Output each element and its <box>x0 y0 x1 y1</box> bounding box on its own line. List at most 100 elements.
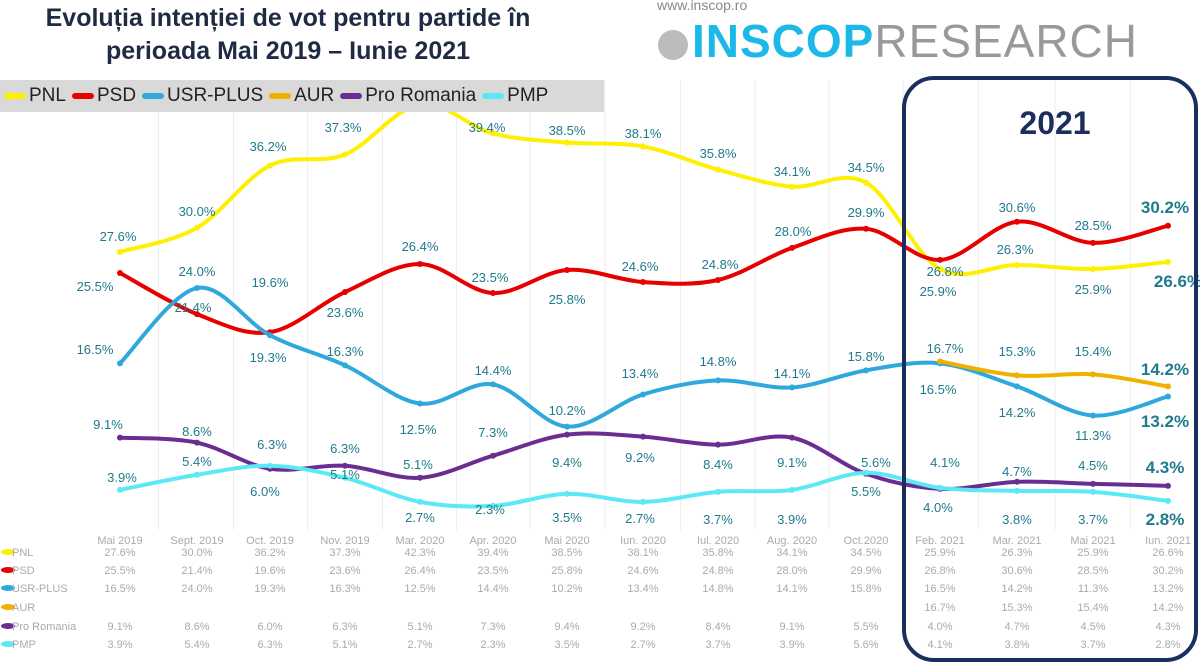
data-label: 29.9% <box>848 205 885 220</box>
table-cell: 38.5% <box>551 547 582 559</box>
data-label: 6.3% <box>330 441 360 456</box>
logo-brand-a: INSCOP <box>692 15 875 67</box>
table-cell: 14.4% <box>477 583 508 595</box>
data-label: 35.8% <box>700 146 737 161</box>
table-cell: 13.2% <box>1152 583 1183 595</box>
table-cell: 19.3% <box>254 583 285 595</box>
table-cell: 6.0% <box>257 621 282 633</box>
data-point <box>1090 488 1096 495</box>
table-cell: 12.5% <box>404 583 435 595</box>
data-point <box>267 162 273 169</box>
data-label: 23.6% <box>327 305 364 320</box>
table-cell: 28.0% <box>776 565 807 577</box>
data-label: 4.7% <box>1002 464 1032 479</box>
table-cell: 2.3% <box>480 639 505 651</box>
data-point <box>1165 383 1171 390</box>
table-cell: 42.3% <box>404 547 435 559</box>
data-label: 25.5% <box>77 279 114 294</box>
data-label: 27.6% <box>100 229 137 244</box>
table-cell: 9.2% <box>630 621 655 633</box>
data-point <box>194 285 200 292</box>
table-cell: 9.1% <box>779 621 804 633</box>
table-row-label: PSD <box>12 565 35 577</box>
table-cell: 2.8% <box>1155 639 1180 651</box>
data-label: 24.8% <box>702 257 739 272</box>
data-label: 16.5% <box>920 382 957 397</box>
table-cell: 23.5% <box>477 565 508 577</box>
data-point <box>342 362 348 369</box>
data-label: 6.0% <box>250 484 280 499</box>
data-point <box>937 484 943 491</box>
table-cell: 26.6% <box>1152 547 1183 559</box>
data-label: 14.8% <box>700 354 737 369</box>
data-point <box>789 183 795 190</box>
data-point <box>1165 482 1171 489</box>
table-cell: 25.9% <box>924 547 955 559</box>
data-point <box>417 260 423 267</box>
table-row-label: PMP <box>12 639 36 651</box>
data-point <box>640 433 646 440</box>
data-label: 30.2% <box>1141 198 1189 217</box>
data-point <box>863 367 869 374</box>
data-point <box>490 502 496 509</box>
data-point <box>715 441 721 448</box>
table-cell: 16.5% <box>104 583 135 595</box>
data-label: 16.7% <box>927 341 964 356</box>
table-cell: 3.9% <box>779 639 804 651</box>
table-cell: 30.2% <box>1152 565 1183 577</box>
data-label: 5.4% <box>182 454 212 469</box>
table-cell: 10.2% <box>551 583 582 595</box>
data-label: 5.5% <box>851 484 881 499</box>
data-label: 37.3% <box>325 120 362 135</box>
data-point <box>417 474 423 481</box>
table-cell: 4.5% <box>1080 621 1105 633</box>
table-cell: 25.5% <box>104 565 135 577</box>
table-cell: 5.1% <box>407 621 432 633</box>
data-label: 24.6% <box>622 259 659 274</box>
data-label: 25.8% <box>549 292 586 307</box>
table-cell: 39.4% <box>477 547 508 559</box>
data-label: 26.4% <box>402 239 439 254</box>
legend-label: PMP <box>507 85 549 106</box>
table-row: AUR 16.7% 15.3% 15.4% 14.2% <box>1 602 1184 614</box>
table-cell: 6.3% <box>332 621 357 633</box>
legend-label: AUR <box>294 85 335 106</box>
data-label: 5.1% <box>403 457 433 472</box>
data-label: 2.8% <box>1146 510 1185 529</box>
data-label: 3.7% <box>703 512 733 527</box>
table-row-swatch <box>1 549 15 555</box>
data-label: 9.1% <box>777 455 807 470</box>
table-cell: 3.7% <box>705 639 730 651</box>
data-point <box>1014 487 1020 494</box>
logo-icon <box>658 30 688 60</box>
legend-swatch <box>4 93 26 99</box>
legend-item: PNL <box>4 85 66 107</box>
logo-brand-b: RESEARCH <box>874 15 1138 67</box>
logo-url: www.inscop.ro <box>657 0 748 13</box>
data-point <box>1090 371 1096 378</box>
data-point <box>1165 393 1171 400</box>
data-label: 16.3% <box>327 344 364 359</box>
data-label: 15.4% <box>1075 344 1112 359</box>
data-label: 19.6% <box>252 275 289 290</box>
legend-swatch <box>142 93 165 99</box>
data-point <box>1165 222 1171 229</box>
data-label: 3.9% <box>777 512 807 527</box>
data-label: 8.6% <box>182 424 212 439</box>
table-cell: 8.4% <box>705 621 730 633</box>
table-cell: 30.0% <box>181 547 212 559</box>
table-header: Nov. 2019 <box>320 535 369 547</box>
table-row-label: USR-PLUS <box>12 583 68 595</box>
table-header: Sept. 2019 <box>170 535 223 547</box>
table-cell: 11.3% <box>1078 583 1109 595</box>
data-label: 14.4% <box>475 363 512 378</box>
table-header: Mar. 2021 <box>993 535 1042 547</box>
highlight-2021-label: 2021 <box>1019 105 1090 141</box>
legend-item: PMP <box>482 85 548 107</box>
table-cell: 14.1% <box>776 583 807 595</box>
data-label: 5.1% <box>330 467 360 482</box>
highlight-2021-box <box>902 76 1198 662</box>
table-row: PNL 27.6% 30.0% 36.2% 37.3% 42.3% 39.4% 38.5% 38… <box>1 547 1184 559</box>
data-label: 38.5% <box>549 123 586 138</box>
